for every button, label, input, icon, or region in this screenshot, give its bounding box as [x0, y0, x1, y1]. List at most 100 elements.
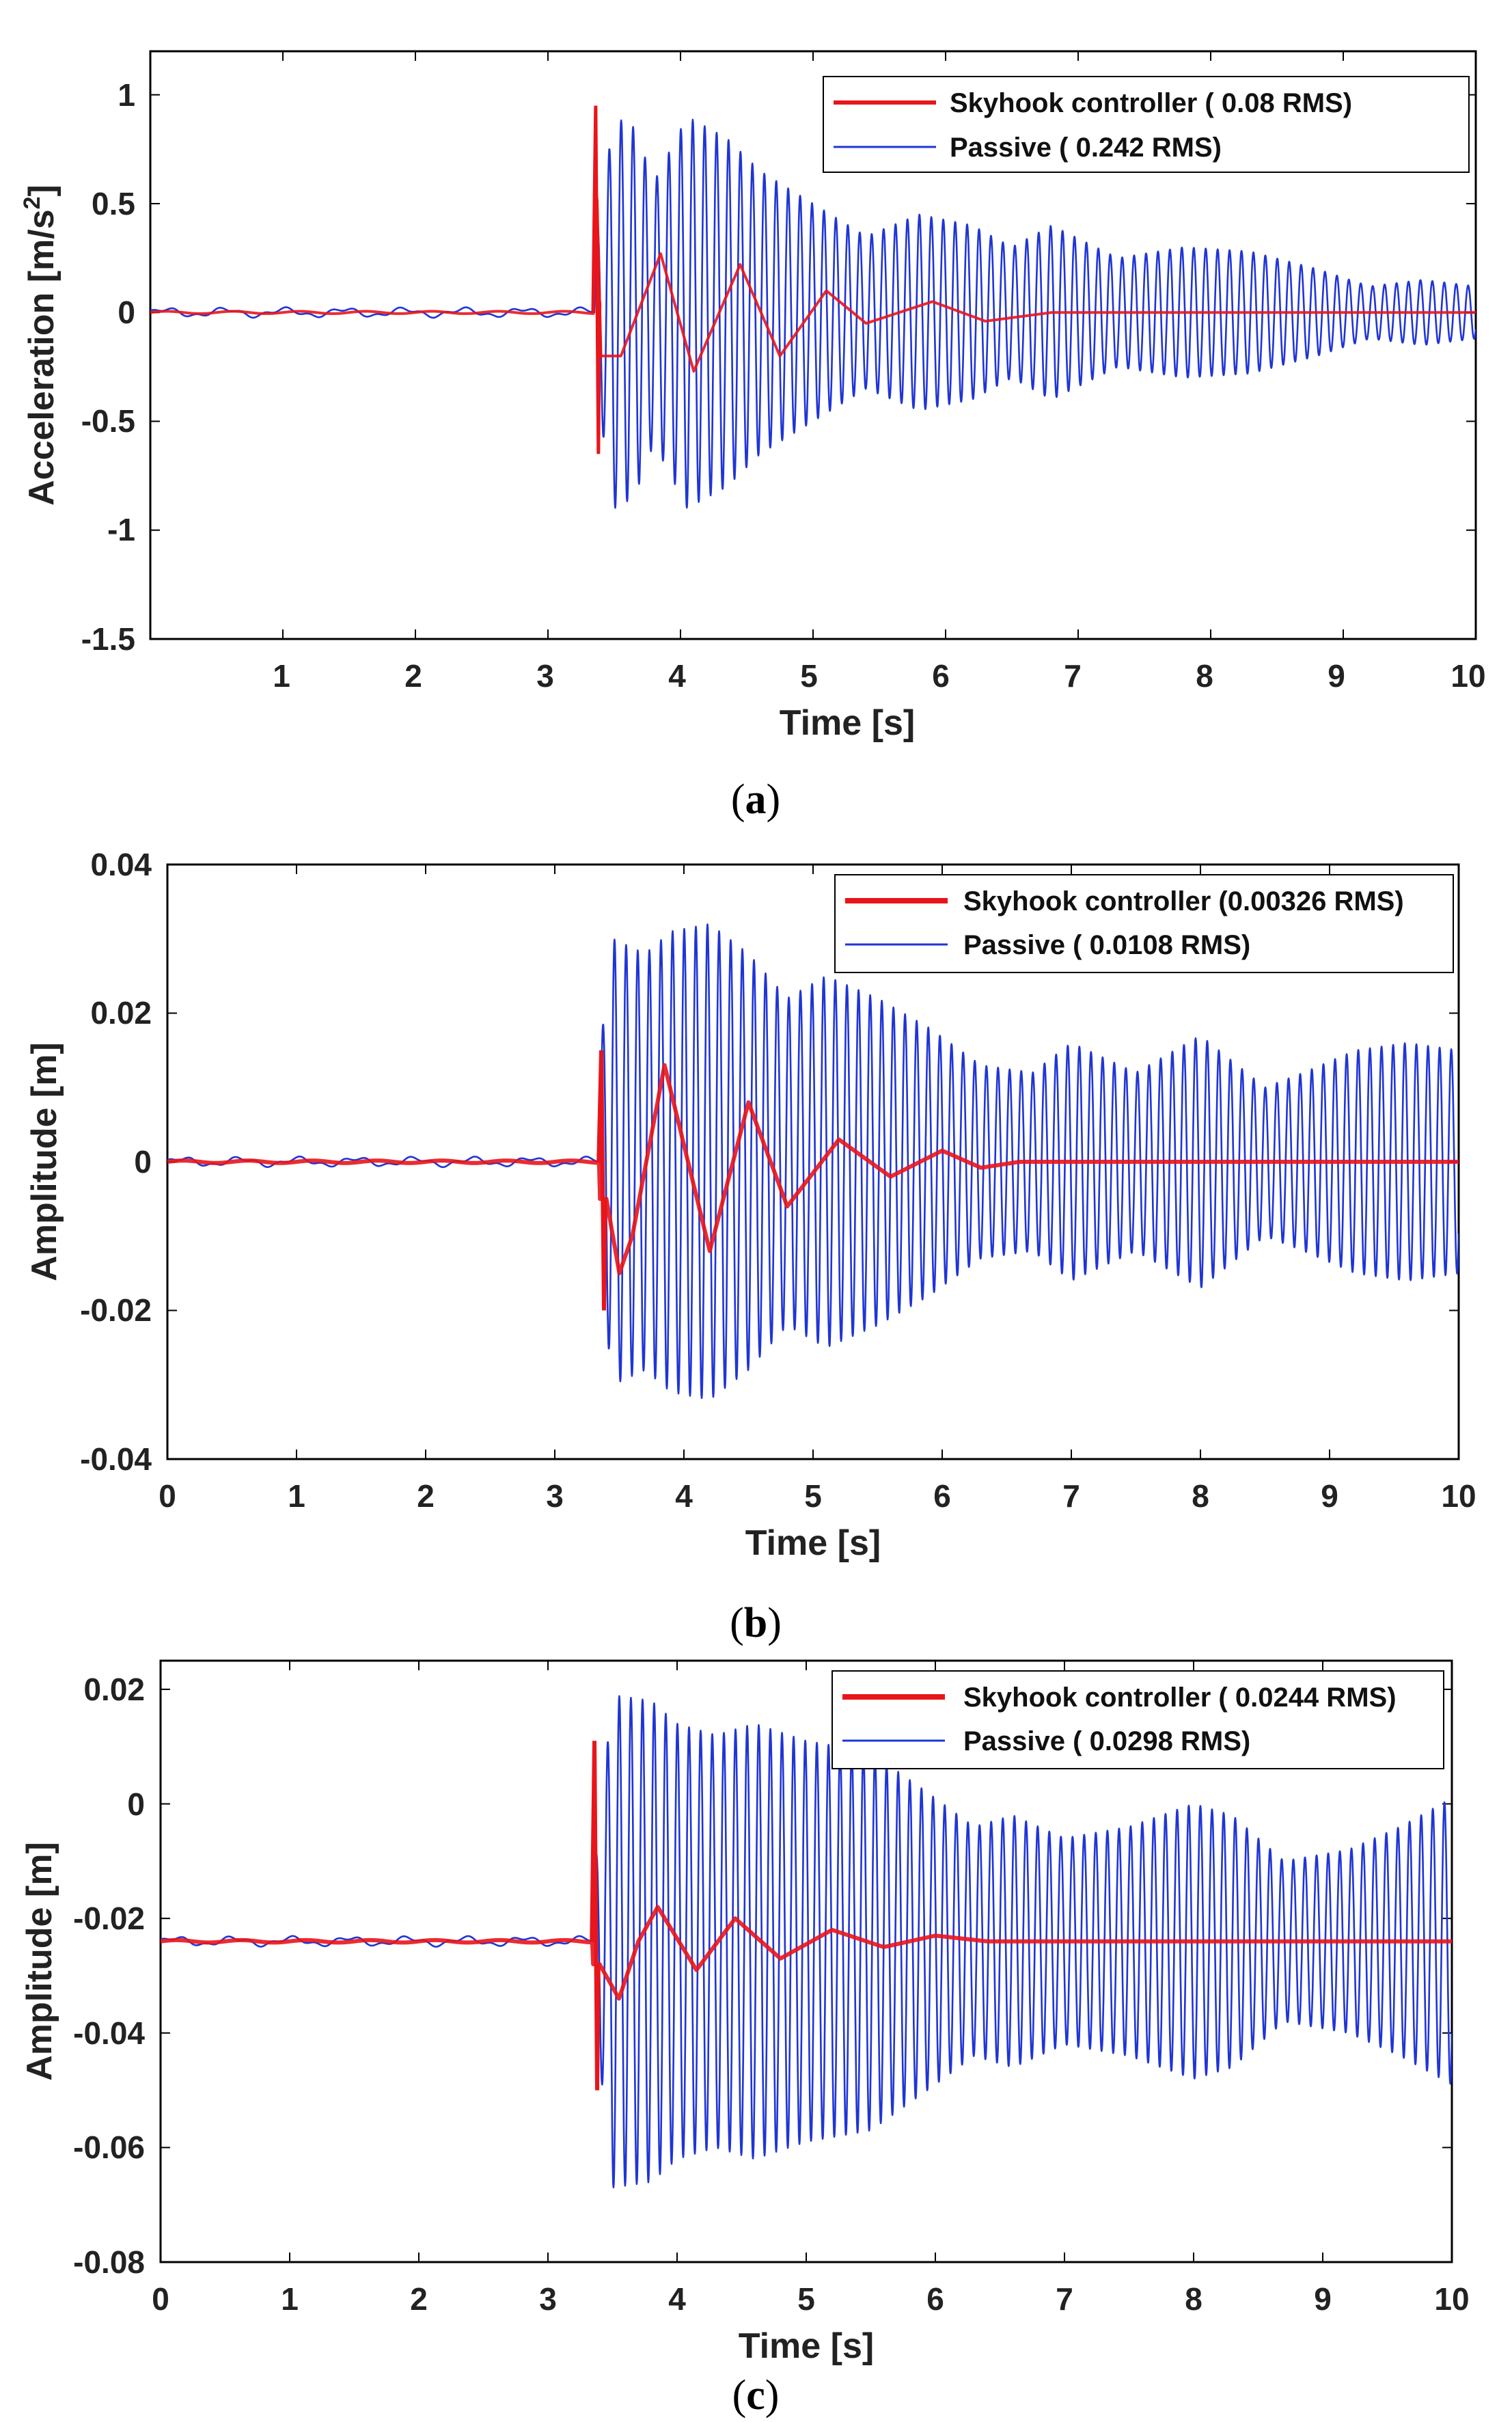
panel-c-x-tick-label: 8 [1185, 2281, 1202, 2317]
panel-c-y-tick-label: 0.02 [83, 1672, 145, 1707]
panel-a-x-tick-label: 5 [800, 658, 818, 694]
panel-c-y-tick-label: 0 [127, 1786, 145, 1822]
panel-b-passive-series-line [167, 923, 1459, 1399]
panel-b-caption: (b) [730, 1600, 782, 1646]
panel-a-x-tick-label: 3 [536, 658, 554, 694]
panel-b-x-tick-label: 10 [1441, 1478, 1476, 1514]
panel-c-y-tick-label: -0.04 [73, 2015, 145, 2051]
panel-a-x-tick-label: 4 [668, 658, 686, 694]
panel-c-skyhook-series-line [161, 1905, 1452, 2001]
panel-a-legend-passive-label: Passive ( 0.242 RMS) [950, 133, 1222, 163]
panel-b-y-tick-label: 0.04 [90, 847, 152, 882]
panel-b-y-tick-label: 0 [134, 1144, 152, 1180]
panel-c-skyhook-impact-spike [590, 1741, 601, 2091]
panel-c-x-tick-label: 6 [926, 2281, 944, 2317]
panel-a-y-axis-label: Acceleration [m/s2] [19, 185, 61, 506]
panel-c-legend-passive-label: Passive ( 0.0298 RMS) [963, 1726, 1250, 1756]
panel-a-caption-letter: a [745, 776, 767, 823]
panel-b-x-tick-label: 2 [417, 1478, 435, 1514]
panel-c-x-tick-label: 5 [797, 2281, 815, 2317]
panel-a-series-layer [150, 105, 1476, 509]
panel-a-y-tick-label: 0 [118, 295, 135, 330]
panel-c-tick-marks [160, 1661, 1453, 2263]
panel-c-series-layer [161, 1695, 1452, 2189]
panel-c-x-tick-label: 9 [1314, 2281, 1332, 2317]
panel-c-legend: Skyhook controller ( 0.0244 RMS) Passive… [831, 1670, 1444, 1769]
panel-b-x-axis-label: Time [s] [745, 1523, 881, 1563]
panel-c-caption: (c) [732, 2372, 780, 2419]
panel-b-legend-passive-label: Passive ( 0.0108 RMS) [963, 930, 1250, 960]
panel-a-legend: Skyhook controller ( 0.08 RMS) Passive (… [823, 76, 1470, 173]
panel-a-skyhook-impact-spike [591, 105, 602, 454]
panel-c-x-tick-label: 7 [1056, 2281, 1073, 2317]
panel-a-y-tick-label: 1 [118, 77, 135, 113]
panel-a-x-tick-labels: 1 2 3 4 5 6 7 8 9 10 [273, 658, 1485, 694]
panel-b-skyhook-series-line [167, 1063, 1459, 1276]
panel-a-y-tick-labels: -1.5 -1 -0.5 0 0.5 1 [81, 77, 135, 657]
panel-b-x-tick-label: 7 [1062, 1478, 1080, 1514]
panel-b-legend: Skyhook controller (0.00326 RMS) Passive… [834, 874, 1454, 973]
panel-a-x-axis-label: Time [s] [780, 703, 915, 743]
panel-a-y-tick-label: -1.5 [81, 621, 135, 657]
panel-b-x-tick-label: 0 [159, 1478, 176, 1514]
panel-b-series-layer [167, 923, 1459, 1399]
panel-c-x-axis-label: Time [s] [739, 2326, 874, 2366]
panel-a-x-tick-label: 2 [404, 658, 422, 694]
panel-b-skyhook-impact-spike [596, 1050, 607, 1311]
panel-a-x-tick-label: 8 [1196, 658, 1213, 694]
panel-c-passive-series-line [161, 1695, 1452, 2189]
panel-a: 1 2 3 4 5 6 7 8 9 10 -1.5 -1 -0.5 0 0.5 … [19, 50, 1486, 823]
panel-b-x-tick-label: 9 [1321, 1478, 1338, 1514]
panel-b-x-tick-label: 6 [933, 1478, 951, 1514]
panel-b-y-tick-labels: -0.04 -0.02 0 0.02 0.04 [80, 847, 152, 1477]
panel-c-y-axis-label: Amplitude [m] [20, 1842, 59, 2081]
panel-c-x-tick-label: 1 [281, 2281, 299, 2317]
panel-b-x-tick-label: 1 [288, 1478, 305, 1514]
panel-a-x-tick-label: 9 [1328, 658, 1345, 694]
panel-a-x-tick-label: 7 [1064, 658, 1082, 694]
panel-a-legend-skyhook-label: Skyhook controller ( 0.08 RMS) [950, 88, 1352, 118]
panel-a-caption: (a) [731, 776, 780, 823]
panel-c-x-tick-label: 10 [1434, 2281, 1469, 2317]
panel-b-caption-letter: b [744, 1600, 767, 1646]
panel-b-y-tick-label: -0.02 [80, 1292, 152, 1328]
panel-a-y-tick-label: -1 [107, 512, 135, 547]
panel-c-caption-letter: c [746, 2372, 765, 2419]
panel-a-x-tick-label: 6 [932, 658, 950, 694]
panel-b-x-tick-label: 8 [1192, 1478, 1209, 1514]
panel-c-x-tick-label: 4 [668, 2281, 686, 2317]
panel-b-x-tick-labels: 0 1 2 3 4 5 6 7 8 9 10 [159, 1478, 1476, 1514]
panel-c-x-tick-label: 3 [539, 2281, 557, 2317]
panel-b-y-tick-label: -0.04 [80, 1441, 152, 1477]
panel-a-legend-box [823, 76, 1470, 173]
panel-a-skyhook-series-line [150, 191, 1476, 373]
panel-a-y-tick-label: 0.5 [92, 186, 135, 221]
panel-a-x-tick-label: 10 [1451, 658, 1485, 694]
panel-c-legend-box [831, 1670, 1444, 1769]
panel-a-y-axis-label-end: ] [22, 185, 61, 196]
panel-c-x-tick-label: 0 [152, 2281, 169, 2317]
panel-b-x-tick-label: 5 [804, 1478, 822, 1514]
panel-a-x-tick-label: 1 [273, 658, 290, 694]
panel-b-y-axis-label: Amplitude [m] [25, 1042, 64, 1281]
panel-b-y-tick-label: 0.02 [90, 995, 152, 1031]
panel-c-y-tick-label: -0.06 [73, 2130, 145, 2165]
panel-b-x-tick-label: 3 [546, 1478, 564, 1514]
panel-c: 0 1 2 3 4 5 6 7 8 9 10 -0.08 -0.06 -0.04… [20, 1659, 1470, 2419]
panel-c-y-tick-labels: -0.08 -0.06 -0.04 -0.02 0 0.02 [73, 1672, 145, 2280]
panel-a-passive-series-line [150, 118, 1476, 509]
panel-a-tick-marks [150, 51, 1476, 640]
panel-b-x-tick-label: 4 [675, 1478, 693, 1514]
panel-c-y-tick-label: -0.02 [73, 1901, 145, 1936]
panel-c-x-tick-label: 2 [410, 2281, 428, 2317]
panel-a-y-axis-label-superscript: 2 [19, 196, 45, 209]
panel-b-legend-box [834, 874, 1454, 973]
panel-c-y-tick-label: -0.08 [73, 2244, 145, 2280]
panel-a-y-axis-label-main: Acceleration [m/s [22, 209, 61, 506]
panel-b-legend-skyhook-label: Skyhook controller (0.00326 RMS) [963, 886, 1404, 916]
panel-b: 0 1 2 3 4 5 6 7 8 9 10 -0.04 -0.02 0 0.0… [25, 847, 1476, 1646]
panel-c-legend-skyhook-label: Skyhook controller ( 0.0244 RMS) [963, 1683, 1397, 1713]
panel-a-y-tick-label: -0.5 [81, 403, 135, 439]
